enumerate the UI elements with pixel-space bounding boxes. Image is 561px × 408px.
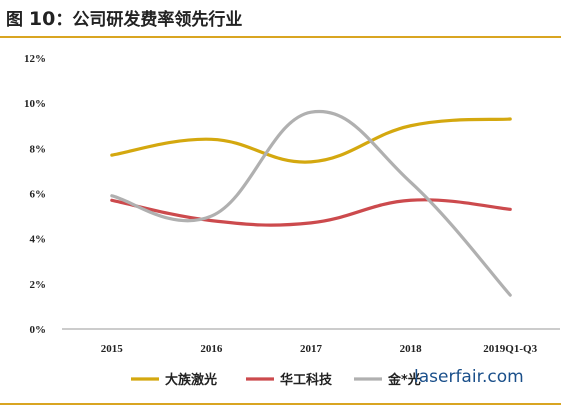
y-tick-label: 12% [24,53,46,65]
figure-title: 图 10：公司研发费率领先行业 [6,5,242,30]
y-tick-label: 4% [30,234,47,246]
x-tick-label: 2015 [101,343,124,355]
line-chart: 0% 2% 4% 6% 8% 10% 12% 2015 2016 2017 2018 2019Q1-Q… [24,53,560,388]
series-line-1 [110,117,512,164]
series-line-2 [110,198,512,227]
figure-title-prefix: 图 [6,10,23,30]
legend-label-2: 华工科技 [280,372,333,388]
x-tick-label: 2016 [200,343,223,355]
y-tick-label: 2% [30,279,47,291]
y-tick-label: 10% [24,98,46,110]
legend-label-3: 金*光 [387,372,421,388]
bottom-rule [0,403,561,405]
y-tick-label: 8% [30,143,47,155]
title-rule [0,36,561,38]
y-tick-label: 6% [30,189,47,201]
x-tick-label: 2017 [300,343,323,355]
watermark: laserfair.com [414,367,524,387]
x-tick-label: 2019Q1-Q3 [483,343,537,355]
y-tick-label: 0% [30,324,47,336]
title-bar: 图 10：公司研发费率领先行业 [0,0,561,36]
x-tick-label: 2018 [400,343,423,355]
series-line-3 [110,109,512,297]
legend-label-1: 大族激光 [165,372,217,388]
figure-title-number: 10 [28,8,56,30]
figure-title-text: ：公司研发费率领先行业 [55,10,243,30]
